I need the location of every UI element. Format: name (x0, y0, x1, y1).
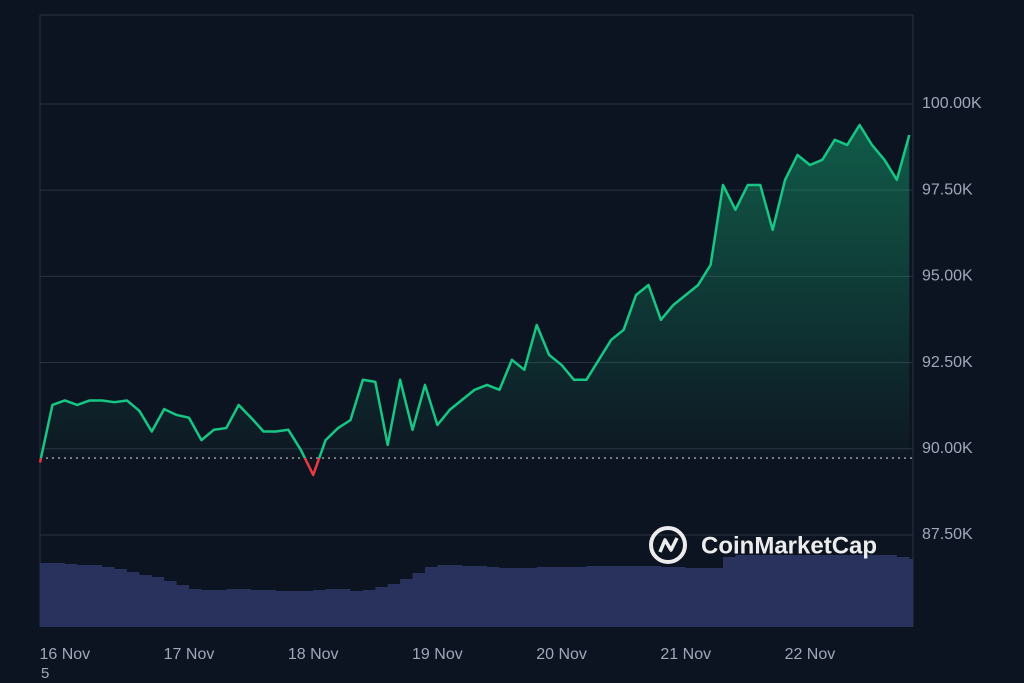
y-tick-label: 95.00K (922, 268, 973, 285)
x-tick-label: 20 Nov (536, 646, 587, 663)
x-tick-label: 22 Nov (785, 646, 836, 663)
watermark: CoinMarketCap (649, 526, 877, 564)
logo-wave (658, 537, 679, 553)
watermark-text: CoinMarketCap (701, 532, 877, 559)
x-tick-label: 21 Nov (660, 646, 711, 663)
logo-ring (649, 526, 687, 564)
y-tick-label: 92.50K (922, 354, 973, 371)
x-tick-label: 16 Nov (39, 646, 90, 663)
y-tick-label: 100.00K (922, 95, 982, 112)
price-line-up (39, 123, 911, 459)
plot: 87.50K 90.00K 92.50K 95.00K 97.50K 100.00K 16 … (38, 95, 982, 663)
x-tick-label: 18 Nov (288, 646, 339, 663)
y-tick-label: 90.00K (922, 440, 973, 457)
x-tick-label: 17 Nov (164, 646, 215, 663)
volume-area (40, 555, 913, 627)
x-tick-label: 19 Nov (412, 646, 463, 663)
price-area (40, 124, 910, 459)
footnote: 5 (41, 665, 49, 682)
y-tick-label: 87.50K (922, 526, 973, 543)
y-tick-label: 97.50K (922, 181, 973, 198)
